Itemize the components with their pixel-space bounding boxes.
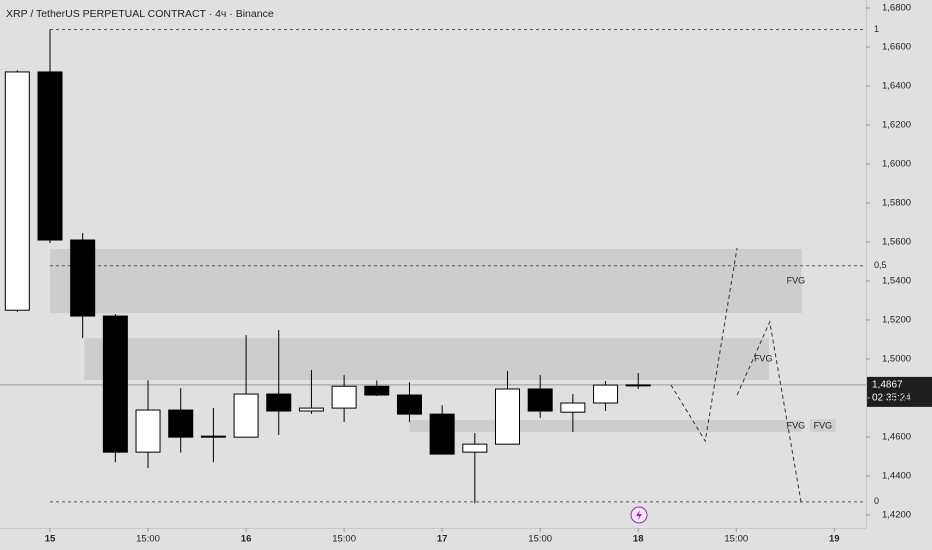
x-tick-label: 15:00 — [724, 534, 748, 545]
fib-label: 1 — [874, 24, 879, 34]
candle-body — [37, 71, 63, 241]
y-tick-label: 1,6600 — [882, 42, 911, 53]
y-tick-label: 1,6400 — [882, 81, 911, 92]
candle-body — [364, 385, 390, 396]
candle-body — [168, 409, 194, 438]
projection-path — [670, 247, 803, 506]
y-tick-label: 1,5400 — [882, 275, 911, 286]
x-tick-label: 15 — [45, 534, 56, 545]
x-tick-label: 15:00 — [528, 534, 552, 545]
y-tick-label: 1,5000 — [882, 353, 911, 364]
fvg-zone — [84, 338, 769, 381]
candle-body — [135, 409, 161, 453]
fib-label: 0 — [874, 496, 879, 506]
fib-label: 0,5 — [874, 260, 887, 270]
candle-body — [102, 315, 128, 453]
x-tick-label: 15:00 — [136, 534, 160, 545]
event-icon — [630, 506, 648, 524]
fvg-label: FVG — [787, 275, 806, 285]
y-tick-label: 1,6800 — [882, 3, 911, 14]
fvg-label: FVG — [754, 353, 773, 363]
candle-body — [233, 393, 259, 438]
fvg-zone — [409, 420, 802, 433]
y-tick-label: 1,4800 — [882, 392, 911, 403]
price-label: 1,4867 — [872, 380, 903, 391]
price-box — [867, 376, 932, 407]
candle-body — [266, 393, 292, 412]
fvg-tag-box — [809, 419, 836, 433]
countdown: 02:35:24 — [872, 393, 911, 404]
candle-body — [625, 384, 651, 387]
plot: FVG FVG FVG FVG 1 0,5 0 — [0, 24, 887, 506]
y-tick-label: 1,6200 — [882, 119, 911, 130]
fvg-tag: FVG — [814, 420, 833, 430]
y-tick-label: 1,4400 — [882, 470, 911, 481]
y-tick-label: 1,6000 — [882, 158, 911, 169]
x-tick-label: 18 — [633, 534, 644, 545]
candle-body — [560, 402, 586, 413]
candle-body — [396, 394, 422, 415]
y-tick-label: 1,5600 — [882, 236, 911, 247]
candle-body — [331, 385, 357, 409]
fvg-label: FVG — [787, 420, 806, 430]
candle-body — [429, 413, 455, 455]
y-tick-label: 1,4600 — [882, 431, 911, 442]
candle-body — [298, 407, 324, 412]
x-tick-label: 15:00 — [332, 534, 356, 545]
candle-body — [593, 384, 619, 404]
y-tick-label: 1,5200 — [882, 314, 911, 325]
x-tick-label: 17 — [437, 534, 448, 545]
candle-body — [495, 388, 521, 445]
chart-title: XRP / TetherUS PERPETUAL CONTRACT · 4ч ·… — [6, 8, 274, 20]
candle-body — [70, 239, 96, 317]
x-tick-label: 16 — [241, 534, 252, 545]
candle-body — [527, 388, 553, 412]
y-tick-label: 1,5800 — [882, 197, 911, 208]
candle-body — [4, 71, 30, 311]
fvg-zone — [49, 248, 802, 314]
y-tick-label: 1,4200 — [882, 509, 911, 520]
x-tick-label: 19 — [829, 534, 840, 545]
candle-body — [462, 443, 488, 453]
candle-body — [200, 435, 226, 438]
